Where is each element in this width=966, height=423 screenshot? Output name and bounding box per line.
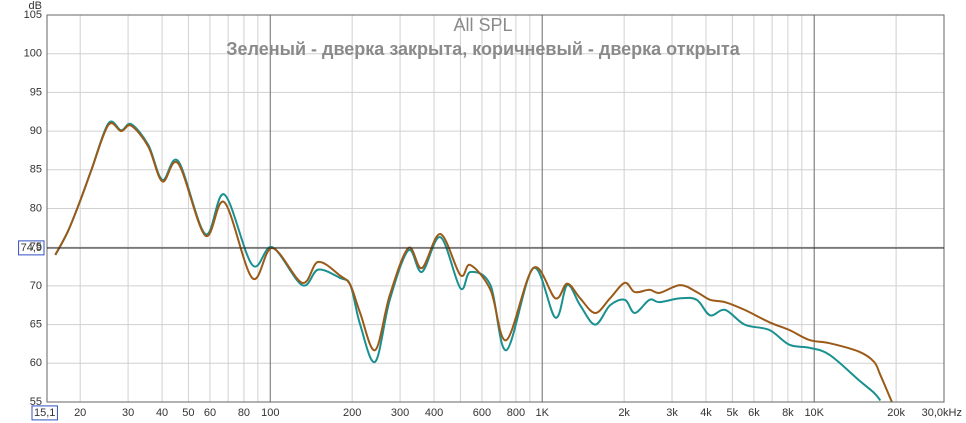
x-tick-label: 8k [782,407,794,419]
x-tick-label: 5k [727,407,739,419]
plot-border [46,14,945,403]
y-tick-label: 85 [30,164,42,176]
y-tick-label: 60 [30,357,42,369]
x-tick-label: 100 [261,407,279,419]
x-tick-label: 30 [122,407,134,419]
x-tick-label: 3k [666,407,678,419]
y-tick-label: 90 [30,125,42,137]
x-tick-label: 2k [618,407,630,419]
y-tick-label: 100 [24,48,42,60]
x-tick-label: 30,0kHz [922,407,962,419]
y-tick-label: 70 [30,280,42,292]
x-tick-label: 10K [804,407,824,419]
x-tick-label: 80 [238,407,250,419]
y-tick-label: 95 [30,86,42,98]
chart-title: All SPL [453,15,512,35]
x-tick-label: 20 [74,407,86,419]
x-tick-label: 400 [425,407,443,419]
y-tick-label: 55 [30,396,42,408]
x-tick-label: 600 [473,407,491,419]
y-tick-label: 75 [30,241,42,253]
y-tick-label: 80 [30,202,42,214]
x-tick-label: 15,1 [34,407,55,419]
x-tick-label: 1K [536,407,550,419]
x-tick-label: 40 [156,407,168,419]
x-tick-label: 300 [391,407,409,419]
x-tick-label: 60 [204,407,216,419]
x-tick-label: 4k [700,407,712,419]
y-tick-label: 105 [24,9,42,21]
chart-subtitle: Зеленый - дверка закрыта, коричневый - д… [226,39,740,59]
y-tick-label: 65 [30,319,42,331]
series-line [54,122,893,402]
x-tick-label: 200 [343,407,361,419]
cursor-label: 74,9 [21,242,42,254]
x-tick-label: 50 [182,407,194,419]
y-axis-label: dB [29,0,42,12]
x-tick-label: 6k [748,407,760,419]
x-start-box [31,405,58,421]
x-tick-label: 800 [507,407,525,419]
x-tick-label: 20k [887,407,905,419]
lines [54,120,893,402]
cursor-box [18,240,45,256]
